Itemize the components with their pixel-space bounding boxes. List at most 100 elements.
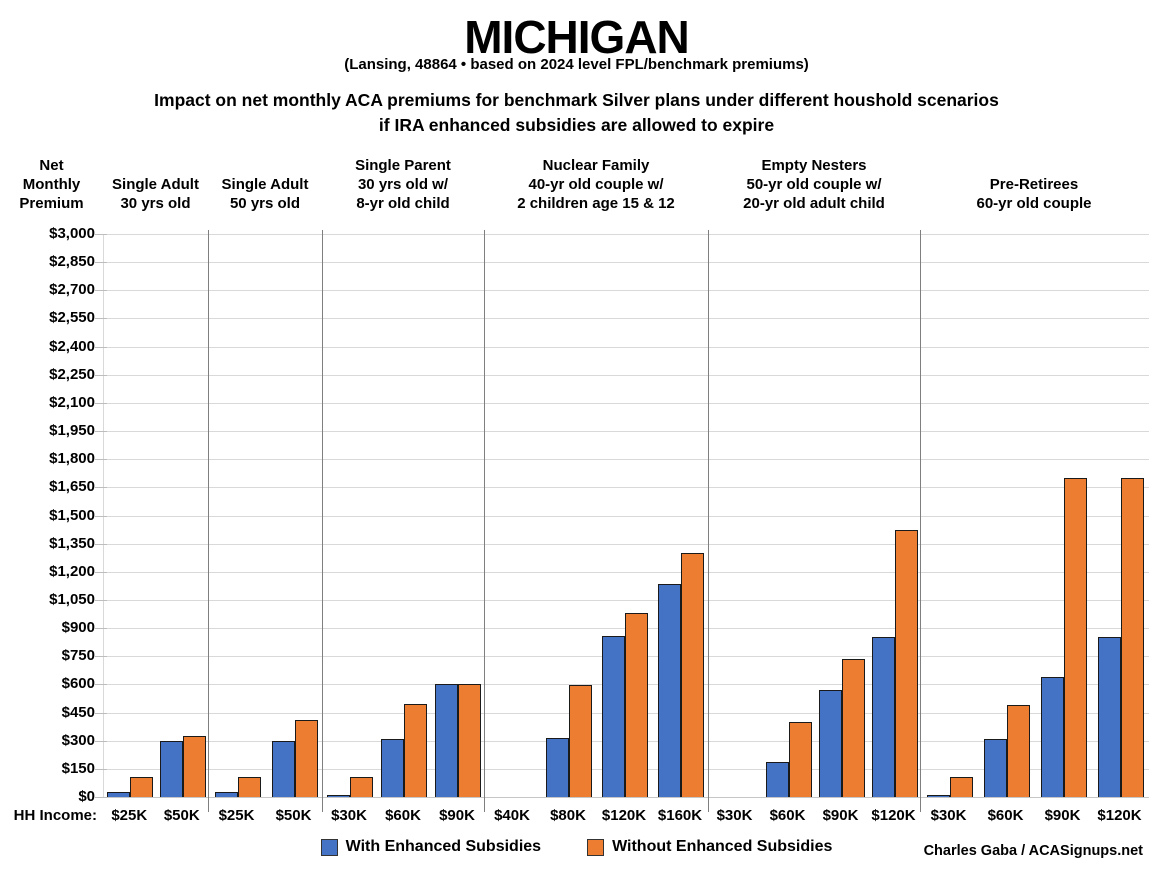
y-axis-label: $1,650 — [49, 478, 95, 496]
group-header: Single Adult 50 yrs old — [221, 176, 309, 212]
y-axis-tick — [95, 797, 107, 798]
y-axis-label: $150 — [61, 759, 95, 777]
group-header: Single Adult 30 yrs old — [112, 176, 199, 212]
column-headers-row: Net Monthly Premium Single Adult 30 yrs o… — [0, 148, 1153, 214]
bar-pair — [381, 704, 427, 797]
x-label-group: $30K $60K $90K $120K — [920, 807, 1148, 824]
y-axis-label: $3,000 — [49, 225, 95, 242]
y-axis-tick — [95, 571, 107, 573]
y-axis-label: $2,250 — [49, 365, 95, 383]
bar-without-subsidies — [182, 736, 206, 797]
y-axis-title: Net Monthly Premium — [19, 157, 84, 212]
bar-without-subsidies — [681, 553, 704, 797]
y-axis-label: $1,050 — [49, 590, 95, 608]
bar-with-subsidies — [327, 795, 350, 797]
x-label-group: $25K $50K — [103, 807, 208, 824]
bar-group — [485, 234, 709, 797]
y-axis-tick — [95, 599, 107, 601]
bar-group — [323, 234, 485, 797]
bar-without-subsidies — [237, 777, 261, 797]
bar-without-subsidies — [1063, 478, 1087, 797]
y-axis-tick — [95, 290, 107, 292]
bar-pair — [159, 736, 206, 797]
legend-swatch-without-subsidies — [587, 838, 605, 856]
y-axis-label: $2,400 — [49, 337, 95, 355]
chart-subtitle: (Lansing, 48864 • based on 2024 level FP… — [344, 56, 809, 73]
group-separator — [708, 230, 709, 812]
bar-pair — [602, 613, 648, 797]
x-axis-label: $50K — [275, 807, 312, 824]
y-axis-label: $900 — [61, 619, 95, 637]
y-axis-tick — [95, 768, 107, 770]
bar-pair — [107, 777, 154, 797]
bar-pair — [1097, 478, 1144, 797]
bar-pair — [658, 553, 704, 797]
gridline — [104, 599, 1149, 601]
bar-group — [104, 234, 209, 797]
bar-without-subsidies — [949, 777, 973, 797]
bar-without-subsidies — [294, 720, 318, 797]
group-header: Pre-Retirees 60-yr old couple — [976, 176, 1092, 212]
bar-with-subsidies — [271, 741, 295, 797]
x-label-group: $30K $60K $90K — [322, 807, 484, 824]
gridline — [104, 234, 1149, 235]
bar-without-subsidies — [130, 777, 154, 797]
group-separator — [484, 230, 485, 812]
y-axis-tick — [95, 318, 107, 320]
gridline — [104, 402, 1149, 404]
bar-without-subsidies — [1120, 478, 1144, 797]
bar-without-subsidies — [625, 613, 648, 797]
bar-pair — [327, 777, 373, 797]
x-axis-label: $25K — [111, 807, 148, 824]
y-axis-label: $1,950 — [49, 422, 95, 440]
x-axis-label: $30K — [930, 807, 967, 824]
bar-without-subsidies — [1006, 705, 1030, 797]
bar-without-subsidies — [788, 722, 812, 797]
bar-with-subsidies — [926, 795, 950, 797]
gridline — [104, 431, 1149, 433]
y-axis-label: $300 — [61, 731, 95, 749]
credit-line: Charles Gaba / ACASignups.net — [923, 843, 1143, 859]
group-header: Single Parent 30 yrs old w/8-yr old child — [355, 157, 451, 212]
bar-without-subsidies — [841, 659, 865, 797]
y-axis-label: $750 — [61, 647, 95, 665]
legend: With Enhanced Subsidies Without Enhanced… — [0, 838, 1153, 856]
y-axis-tick — [95, 740, 107, 742]
y-axis-label: $1,500 — [49, 506, 95, 524]
group-separator — [322, 230, 323, 812]
bar-with-subsidies — [214, 792, 238, 797]
bar-with-subsidies — [765, 762, 789, 797]
group-header: Empty Nesters 50-yr old couple w/20-yr ol… — [743, 157, 885, 212]
bar-pair — [271, 720, 318, 797]
gridline — [104, 290, 1149, 292]
bar-with-subsidies — [546, 738, 569, 797]
group-separator — [208, 230, 209, 812]
x-axis-label: $120K — [601, 807, 647, 824]
bar-with-subsidies — [107, 792, 131, 797]
legend-label-without-subsidies: Without Enhanced Subsidies — [612, 838, 833, 855]
bar-pair — [926, 777, 973, 797]
bar-pair — [1040, 478, 1087, 797]
x-axis-label: $60K — [987, 807, 1024, 824]
gridline — [104, 346, 1149, 348]
y-axis-tick — [95, 656, 107, 658]
gridline — [104, 543, 1149, 545]
y-axis-label: $2,550 — [49, 309, 95, 327]
x-axis-label: $120K — [871, 807, 916, 824]
y-axis-tick — [95, 431, 107, 433]
bar-with-subsidies — [435, 684, 458, 797]
group-header: Nuclear Family 40-yr old couple w/2 child… — [517, 157, 675, 212]
x-axis-label: $90K — [822, 807, 859, 824]
y-axis-tick — [95, 628, 107, 630]
y-axis-label: $2,850 — [49, 253, 95, 271]
gridline — [104, 571, 1149, 573]
gridline — [104, 374, 1149, 376]
bar-pair — [983, 705, 1030, 797]
bar-pair — [871, 530, 918, 797]
y-axis-tick — [95, 402, 107, 404]
bar-pair — [214, 777, 261, 797]
y-axis-label: $0 — [78, 788, 95, 805]
y-axis-tick — [95, 712, 107, 714]
bar-group — [709, 234, 921, 797]
x-axis-label: $25K — [218, 807, 255, 824]
